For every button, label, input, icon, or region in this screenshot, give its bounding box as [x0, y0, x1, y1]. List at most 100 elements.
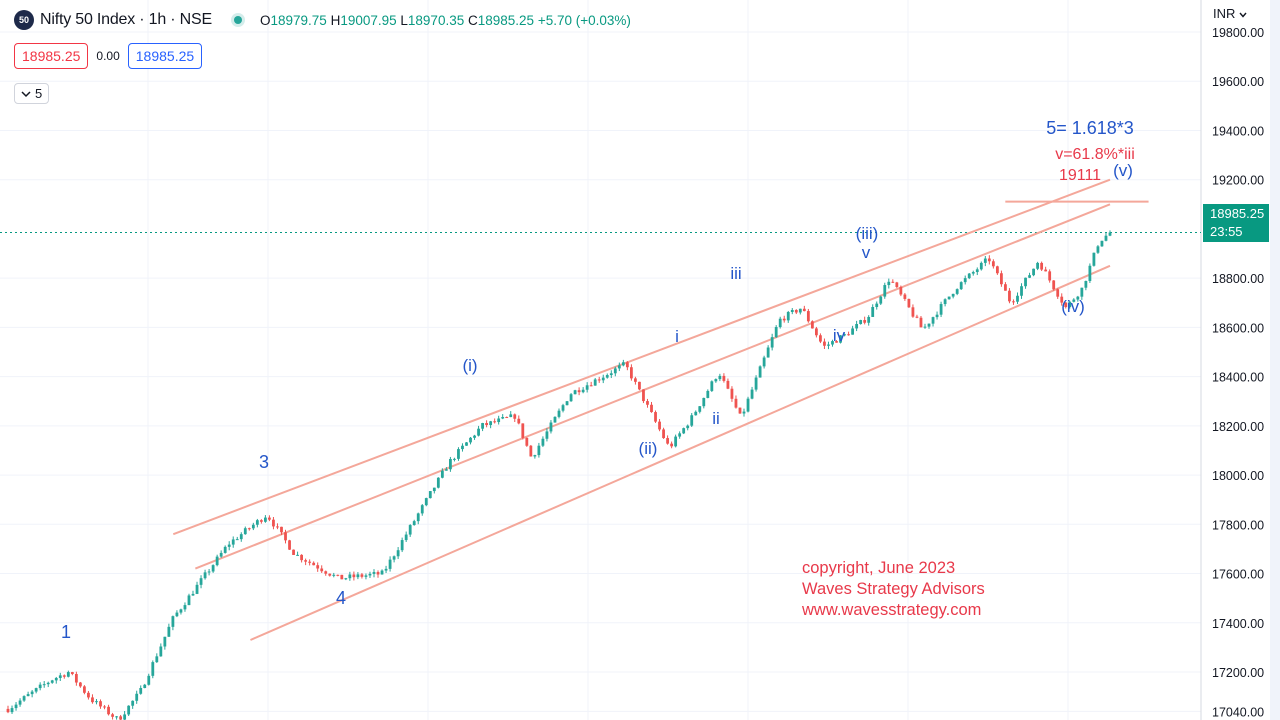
- candle-body: [223, 546, 227, 553]
- candle-body: [300, 554, 303, 561]
- candle-body: [754, 377, 758, 390]
- candle-body: [819, 335, 822, 342]
- candle-body: [368, 573, 372, 576]
- candle-body: [332, 574, 336, 576]
- candle-body: [91, 697, 94, 703]
- buy-button[interactable]: 18985.25: [127, 43, 203, 69]
- candle-body: [352, 574, 356, 578]
- wave-label: 1: [61, 622, 71, 642]
- candle-body: [151, 662, 155, 676]
- candle-body: [1020, 286, 1023, 296]
- change-value: +5.70 (+0.03%): [537, 12, 631, 28]
- candle-body: [794, 310, 798, 313]
- candle-body: [891, 281, 895, 283]
- candle-body: [30, 691, 34, 695]
- candle-body: [416, 513, 420, 522]
- candle-body: [931, 317, 935, 324]
- candle-body: [175, 612, 179, 617]
- candle-body: [609, 373, 613, 376]
- candle-body: [907, 298, 911, 308]
- candle-body: [674, 436, 678, 447]
- candle-body: [851, 328, 854, 335]
- right-scrollbar[interactable]: [1270, 0, 1280, 720]
- channel-line: [172, 178, 1111, 536]
- candle-body: [561, 405, 565, 411]
- candle-body: [372, 572, 376, 574]
- wave-label: (ii): [639, 439, 658, 458]
- candle-body: [99, 701, 102, 707]
- candle-body: [686, 425, 690, 429]
- candle-body: [617, 365, 621, 369]
- indicators-count: 5: [35, 86, 43, 101]
- candle-body: [875, 303, 879, 308]
- y-tick-label: 18000.00: [1212, 469, 1264, 483]
- candle-body: [513, 414, 517, 419]
- y-tick-label: 17600.00: [1212, 568, 1264, 582]
- candle-body: [392, 556, 396, 560]
- channel-line: [194, 203, 1111, 570]
- candle-body: [871, 307, 875, 317]
- candle-body: [400, 540, 404, 551]
- currency-selector[interactable]: INR: [1213, 6, 1247, 21]
- candle-body: [995, 266, 999, 274]
- candle-body: [855, 324, 859, 329]
- candle-body: [517, 418, 521, 424]
- candle-body: [340, 574, 344, 580]
- candle-body: [58, 675, 62, 678]
- price-axis: 19800.00 19600.00 19400.00 19200.00 18800.00…: [1212, 26, 1264, 719]
- candle-body: [66, 672, 70, 677]
- candle-body: [1056, 289, 1060, 297]
- indicators-toggle[interactable]: 5: [14, 83, 50, 104]
- candle-body: [991, 261, 995, 267]
- candle-body: [272, 519, 275, 527]
- candle-body: [87, 692, 90, 698]
- candle-body: [18, 700, 22, 705]
- candle-body: [38, 684, 42, 689]
- candle-body: [280, 526, 283, 533]
- candle-body: [766, 347, 770, 358]
- candle-body: [638, 381, 641, 390]
- candle-body: [1068, 301, 1072, 308]
- candle-body: [259, 520, 263, 522]
- sell-button[interactable]: 18985.25: [14, 43, 89, 69]
- candle-body: [469, 437, 472, 443]
- candle-body: [449, 458, 452, 470]
- candle-body: [835, 341, 838, 343]
- candle-body: [827, 344, 830, 346]
- candle-body: [662, 429, 665, 439]
- candle-body: [6, 708, 10, 713]
- candle-body: [10, 708, 14, 713]
- candle-body: [597, 379, 601, 381]
- open-value: 18979.75: [270, 12, 327, 28]
- candle-body: [593, 379, 597, 386]
- candle-body: [1040, 262, 1044, 270]
- candle-body: [810, 321, 814, 329]
- candle-body: [557, 410, 561, 417]
- close-value: 18985.25: [477, 12, 535, 28]
- candle-body: [489, 421, 493, 426]
- wave-label: (v): [1113, 161, 1133, 180]
- candle-body: [802, 308, 806, 312]
- candle-body: [123, 714, 127, 720]
- ohlc-legend: O18979.75 H19007.95 L18970.35 C18985.25 …: [260, 13, 631, 28]
- bar-countdown: 23:55: [1210, 224, 1243, 239]
- candle-body: [424, 498, 428, 506]
- candle-body: [304, 560, 308, 562]
- candle-body: [231, 539, 235, 545]
- symbol-title[interactable]: Nifty 50 Index · 1h · NSE: [40, 11, 212, 28]
- candle-body: [163, 636, 167, 647]
- candle-body: [839, 335, 842, 343]
- candle-body: [859, 320, 863, 325]
- candle-body: [115, 716, 118, 718]
- candle-body: [376, 572, 380, 575]
- y-tick-label: 17200.00: [1212, 666, 1264, 680]
- wave-label: (iii): [856, 224, 879, 243]
- candle-body: [605, 375, 609, 378]
- wave-label: i: [675, 327, 679, 346]
- candle-body: [1036, 262, 1040, 269]
- candle-body: [155, 656, 159, 663]
- candle-body: [887, 281, 891, 286]
- candle-body: [199, 578, 203, 585]
- candle-body: [1028, 275, 1031, 278]
